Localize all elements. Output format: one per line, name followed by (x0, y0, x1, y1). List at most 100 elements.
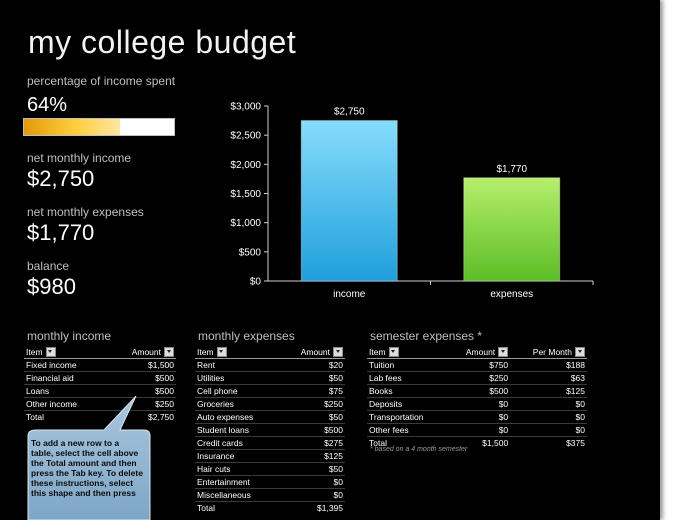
cell-item[interactable]: Entertainment (195, 475, 280, 489)
cell-per-month[interactable]: $0 (510, 423, 587, 437)
cell-item[interactable]: Deposits (367, 397, 447, 411)
table-total-row[interactable]: Total $1,500 $375 (367, 436, 587, 449)
cell-item[interactable]: Loans (24, 384, 107, 398)
semester-expenses-table[interactable]: Item Amount Per Month Tuition $750 $188 Lab… (367, 346, 587, 449)
cell-per-month[interactable]: $188 (510, 358, 587, 372)
y-tick-label: $2,000 (230, 160, 261, 171)
monthly-income-table[interactable]: Item Amount Fixed income $1,500 Financial … (24, 346, 176, 423)
column-header-label: Item (369, 346, 386, 357)
page-title: my college budget (28, 24, 297, 60)
cell-item[interactable]: Tuition (367, 358, 447, 372)
table-row[interactable]: Books $500 $125 (367, 384, 587, 398)
table-row[interactable]: Fixed income $1,500 (24, 358, 176, 372)
cell-amount[interactable]: $50 (279, 410, 345, 424)
cell-item[interactable]: Other income (24, 397, 107, 411)
cell-amount[interactable]: $250 (106, 397, 176, 411)
column-header-item[interactable]: Item (24, 346, 107, 359)
table-row[interactable]: Tuition $750 $188 (367, 358, 587, 372)
bar-income[interactable] (300, 120, 398, 282)
filter-dropdown-icon[interactable] (45, 347, 56, 358)
filter-dropdown-icon[interactable] (575, 347, 585, 358)
cell-item[interactable]: Auto expenses (195, 410, 280, 424)
cell-item[interactable]: Insurance (195, 449, 280, 463)
filter-dropdown-icon[interactable] (388, 347, 399, 358)
column-header-per-month[interactable]: Per Month (510, 346, 587, 359)
cell-amount[interactable]: $500 (106, 384, 176, 398)
cell-amount[interactable]: $50 (279, 462, 345, 476)
instruction-callout-shape[interactable] (24, 396, 154, 520)
cell-amount[interactable]: $500 (279, 423, 345, 437)
chart-labels: $2,750 income $1,770 expenses (333, 107, 533, 300)
cell-amount[interactable]: $0 (279, 475, 345, 489)
cell-per-month[interactable]: $63 (510, 371, 587, 385)
table-total-row[interactable]: Total $1,395 (195, 501, 345, 514)
cell-item[interactable]: Groceries (195, 397, 280, 411)
table-row[interactable]: Groceries $250 (195, 397, 345, 411)
filter-dropdown-icon[interactable] (333, 347, 343, 358)
cell-amount[interactable]: $0 (446, 410, 511, 424)
cell-item[interactable]: Books (367, 384, 447, 398)
cell-amount[interactable]: $125 (279, 449, 345, 463)
cell-per-month[interactable]: $0 (510, 397, 587, 411)
cell-amount[interactable]: $500 (106, 371, 176, 385)
cell-item[interactable]: Other fees (367, 423, 447, 437)
cell-item[interactable]: Hair cuts (195, 462, 280, 476)
table-row[interactable]: Deposits $0 $0 (367, 397, 587, 411)
cell-amount[interactable]: $75 (279, 384, 345, 398)
cell-amount[interactable]: $20 (279, 358, 345, 372)
filter-dropdown-icon[interactable] (164, 347, 174, 358)
table-row[interactable]: Miscellaneous $0 (195, 488, 345, 502)
table-row[interactable]: Loans $500 (24, 384, 176, 398)
table-row[interactable]: Insurance $125 (195, 449, 345, 463)
column-header-amount[interactable]: Amount (279, 346, 345, 359)
cell-item[interactable]: Fixed income (24, 358, 107, 372)
cell-per-month[interactable]: $125 (510, 384, 587, 398)
cell-amount[interactable]: $275 (279, 436, 345, 450)
cell-item[interactable]: Cell phone (195, 384, 280, 398)
category-label-expenses: expenses (490, 289, 533, 300)
table-row[interactable]: Entertainment $0 (195, 475, 345, 489)
cell-amount[interactable]: $750 (446, 358, 511, 372)
monthly-expenses-table[interactable]: Item Amount Rent $20 Utilities $50 Cell phon… (195, 346, 345, 514)
cell-amount[interactable]: $250 (279, 397, 345, 411)
table-row[interactable]: Student loans $500 (195, 423, 345, 437)
cell-amount[interactable]: $0 (446, 423, 511, 437)
cell-item[interactable]: Lab fees (367, 371, 447, 385)
cell-item[interactable]: Student loans (195, 423, 280, 437)
bar-expenses[interactable] (463, 177, 561, 282)
table-row[interactable]: Cell phone $75 (195, 384, 345, 398)
table-row[interactable]: Utilities $50 (195, 371, 345, 385)
cell-amount[interactable]: $0 (279, 488, 345, 502)
table-row[interactable]: Rent $20 (195, 358, 345, 372)
cell-amount[interactable]: $500 (446, 384, 511, 398)
table-row[interactable]: Transportation $0 $0 (367, 410, 587, 424)
cell-item[interactable]: Miscellaneous (195, 488, 280, 502)
filter-dropdown-icon[interactable] (498, 347, 509, 358)
cell-amount[interactable]: $250 (446, 371, 511, 385)
cell-item[interactable]: Utilities (195, 371, 280, 385)
cell-per-month[interactable]: $0 (510, 410, 587, 424)
cell-item[interactable]: Credit cards (195, 436, 280, 450)
table-row[interactable]: Other fees $0 $0 (367, 423, 587, 437)
y-tick-label: $3,000 (230, 102, 261, 113)
cell-amount[interactable]: $0 (446, 397, 511, 411)
cell-item[interactable]: Financial aid (24, 371, 107, 385)
table-row[interactable]: Auto expenses $50 (195, 410, 345, 424)
column-header-item[interactable]: Item (195, 346, 280, 359)
budget-chart[interactable]: $0 $500 $1,000 $1,500 $2,000 $2,500 $3,000 $2,… (218, 96, 598, 306)
cell-item[interactable]: Rent (195, 358, 280, 372)
table-row[interactable]: Credit cards $275 (195, 436, 345, 450)
cell-amount[interactable]: $50 (279, 371, 345, 385)
table-row[interactable]: Lab fees $250 $63 (367, 371, 587, 385)
column-header-amount[interactable]: Amount (446, 346, 511, 359)
total-label: Total (24, 410, 107, 423)
table-row[interactable]: Hair cuts $50 (195, 462, 345, 476)
column-header-item[interactable]: Item (367, 346, 447, 359)
column-header-amount[interactable]: Amount (106, 346, 176, 359)
table-row[interactable]: Other income $250 (24, 397, 176, 411)
column-header-label: Amount (131, 346, 161, 357)
filter-dropdown-icon[interactable] (216, 347, 227, 358)
cell-item[interactable]: Transportation (367, 410, 447, 424)
cell-amount[interactable]: $1,500 (106, 358, 176, 372)
table-row[interactable]: Financial aid $500 (24, 371, 176, 385)
